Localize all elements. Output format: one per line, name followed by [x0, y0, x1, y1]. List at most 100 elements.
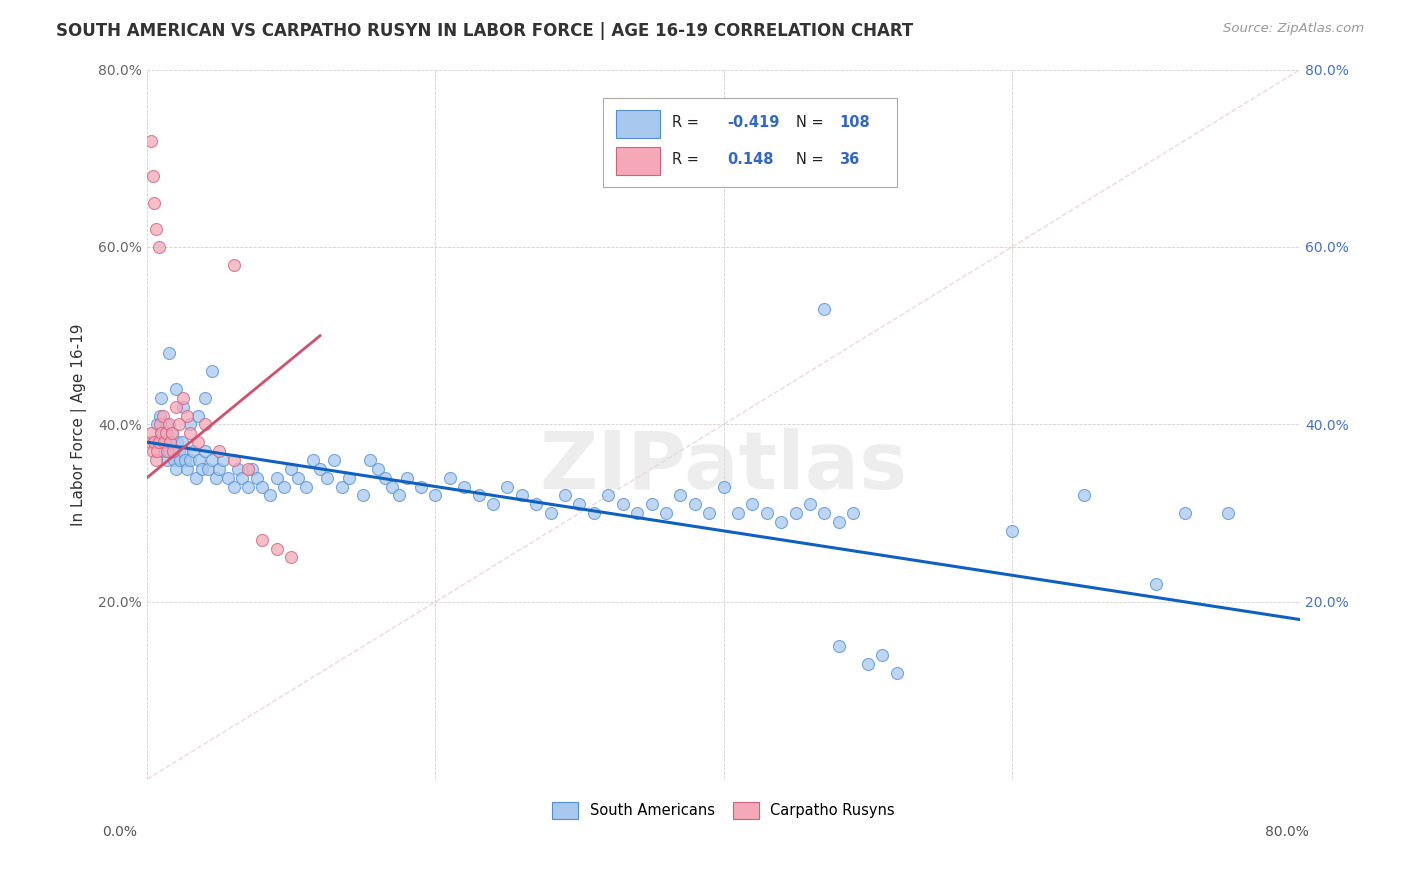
Text: 0.148: 0.148 [727, 153, 773, 167]
Point [554, 488, 576, 502]
Point [309, 462, 332, 476]
Point [139, 435, 162, 450]
Text: 36: 36 [839, 153, 859, 167]
Point [870, 648, 893, 662]
Point [240, 462, 263, 476]
Point [205, 470, 228, 484]
Point [169, 453, 191, 467]
Point [246, 470, 269, 484]
Point [176, 409, 198, 423]
Point [201, 453, 224, 467]
Point [152, 409, 174, 423]
Point [165, 462, 187, 476]
Point [173, 453, 195, 467]
Point [582, 506, 605, 520]
Point [191, 462, 214, 476]
Point [212, 453, 235, 467]
Point [439, 470, 461, 484]
Point [186, 435, 208, 450]
Point [162, 444, 184, 458]
Point [146, 444, 169, 458]
Point [197, 462, 219, 476]
Point [222, 453, 245, 467]
Point [367, 462, 389, 476]
Point [683, 497, 706, 511]
Point [352, 488, 374, 502]
Point [156, 453, 179, 467]
Point [157, 346, 180, 360]
Point [149, 409, 172, 423]
Point [222, 479, 245, 493]
Point [153, 435, 176, 450]
Point [152, 444, 174, 458]
Point [1174, 506, 1197, 520]
Point [598, 488, 620, 502]
Legend: South Americans, Carpatho Rusyns: South Americans, Carpatho Rusyns [547, 796, 901, 825]
Point [165, 400, 187, 414]
Point [266, 470, 288, 484]
Point [395, 470, 418, 484]
Point [359, 453, 381, 467]
Point [159, 435, 181, 450]
Point [226, 462, 249, 476]
Point [145, 222, 167, 236]
Point [510, 488, 533, 502]
Point [222, 258, 245, 272]
Point [856, 657, 879, 671]
Point [142, 444, 165, 458]
Point [167, 417, 190, 432]
Point [188, 453, 211, 467]
Point [828, 639, 851, 653]
Point [540, 506, 562, 520]
Point [713, 479, 735, 493]
FancyBboxPatch shape [616, 110, 661, 138]
Point [770, 515, 793, 529]
Point [727, 506, 749, 520]
Point [141, 426, 163, 441]
Point [626, 506, 648, 520]
Point [172, 391, 194, 405]
FancyBboxPatch shape [616, 147, 661, 176]
Point [842, 506, 865, 520]
Point [640, 497, 662, 511]
Point [172, 444, 194, 458]
Point [167, 444, 190, 458]
Point [184, 470, 207, 484]
Point [148, 435, 170, 450]
Point [150, 426, 173, 441]
Point [201, 364, 224, 378]
Text: R =: R = [672, 115, 699, 130]
Point [828, 515, 851, 529]
Point [785, 506, 807, 520]
Text: N =: N = [796, 153, 824, 167]
Point [1001, 524, 1024, 538]
Point [741, 497, 763, 511]
Text: Source: ZipAtlas.com: Source: ZipAtlas.com [1223, 22, 1364, 36]
Point [148, 240, 170, 254]
Point [143, 435, 166, 450]
Point [236, 479, 259, 493]
Point [323, 453, 346, 467]
Point [388, 488, 411, 502]
Text: 0.0%: 0.0% [103, 825, 136, 839]
Point [697, 506, 720, 520]
Point [155, 417, 177, 432]
Point [425, 488, 447, 502]
Point [142, 169, 165, 183]
Point [755, 506, 778, 520]
Point [160, 426, 183, 441]
Text: 80.0%: 80.0% [1264, 825, 1309, 839]
Point [153, 435, 176, 450]
Point [143, 195, 166, 210]
Point [287, 470, 309, 484]
Point [231, 470, 253, 484]
Point [217, 470, 239, 484]
Point [568, 497, 591, 511]
Point [280, 550, 302, 565]
Text: SOUTH AMERICAN VS CARPATHO RUSYN IN LABOR FORCE | AGE 16-19 CORRELATION CHART: SOUTH AMERICAN VS CARPATHO RUSYN IN LABO… [56, 22, 914, 40]
Point [381, 479, 404, 493]
Point [172, 400, 194, 414]
Point [524, 497, 547, 511]
Point [813, 302, 835, 317]
Text: R =: R = [672, 153, 699, 167]
